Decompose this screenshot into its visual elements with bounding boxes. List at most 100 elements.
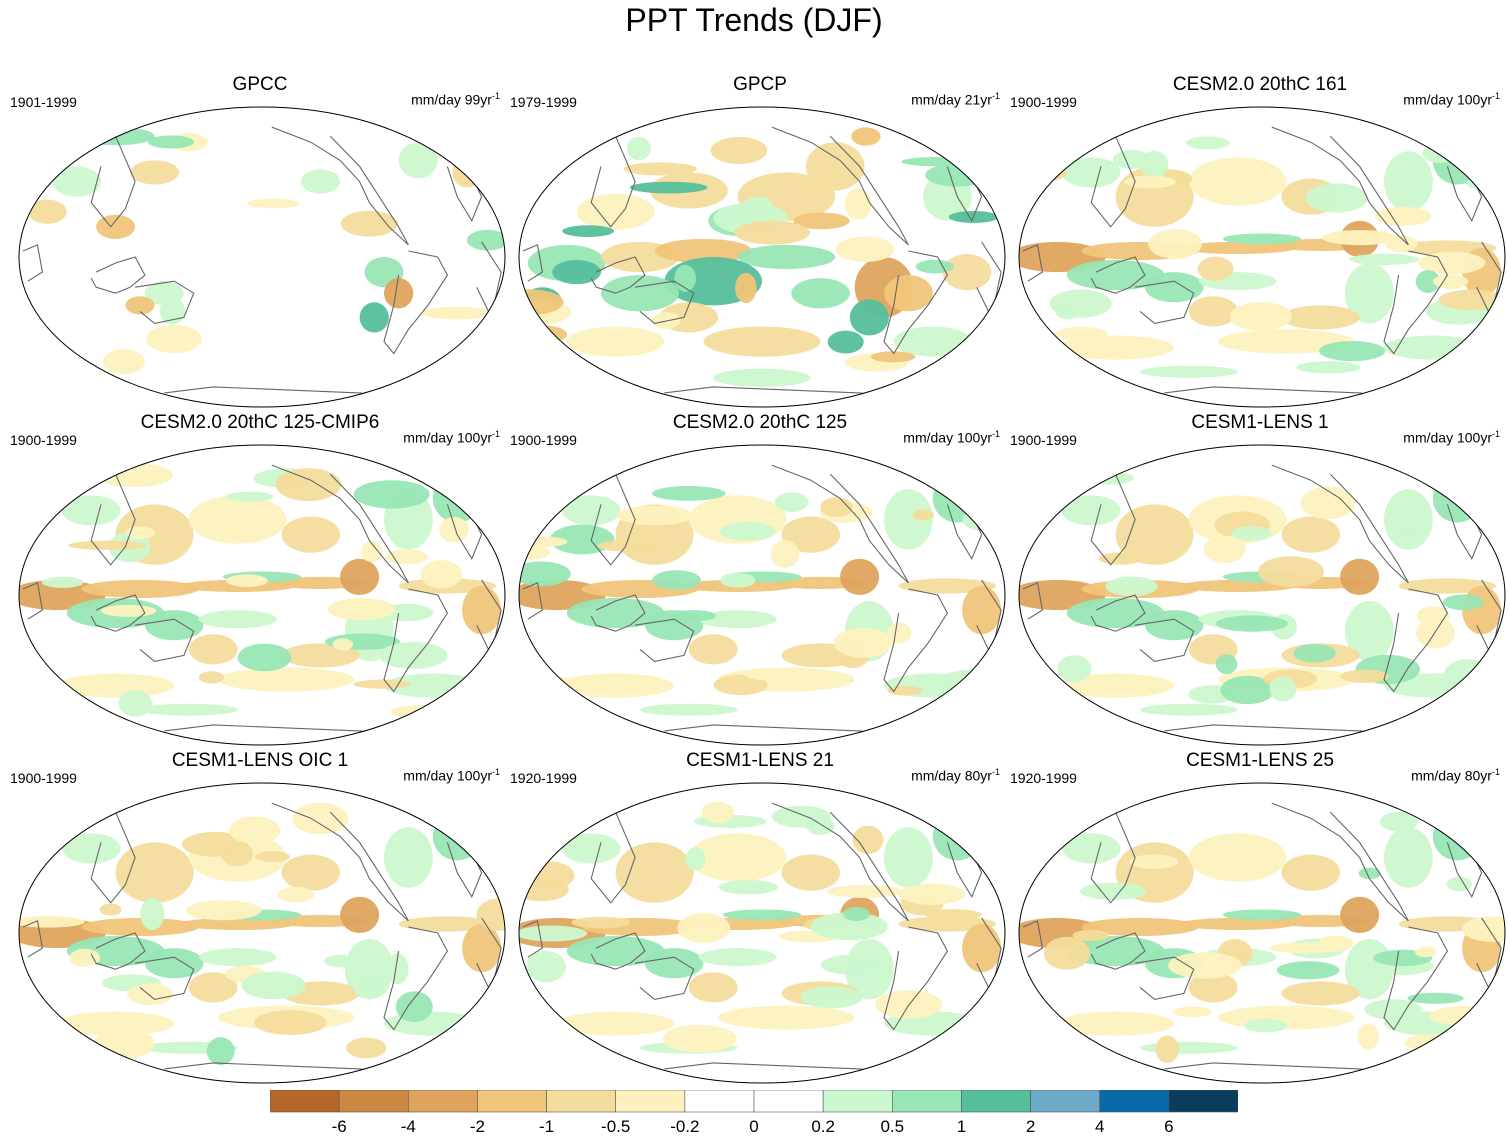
trend-region — [1296, 361, 1361, 374]
trend-region — [710, 136, 768, 164]
trend-region — [439, 516, 469, 543]
trend-region — [840, 558, 880, 595]
trend-region — [81, 917, 199, 937]
trend-region — [68, 540, 147, 551]
coastline — [771, 464, 909, 584]
trend-region — [198, 610, 277, 629]
colorbar-tick-label: 0.2 — [811, 1117, 835, 1136]
panel-title: CESM1-LENS 1 — [1191, 412, 1329, 433]
trend-region — [735, 272, 757, 304]
map-panel: GPCC 1901-1999 mm/day 99yr-1 — [10, 74, 510, 426]
trend-region — [52, 166, 101, 197]
trend-region — [1379, 811, 1418, 832]
coastline — [522, 920, 544, 958]
trend-region — [1179, 917, 1297, 930]
coastline — [635, 280, 695, 324]
map-panel: CESM2.0 20thC 161 1900-1999 mm/day 100yr-1 — [1010, 74, 1508, 426]
trend-region — [41, 576, 84, 588]
trend-region — [390, 704, 455, 720]
trend-region — [805, 142, 865, 191]
trend-region — [247, 198, 300, 209]
trend-region — [185, 900, 262, 921]
trend-region — [835, 236, 895, 263]
trend-region — [1229, 301, 1292, 331]
trend-region — [1321, 230, 1398, 246]
trend-region — [1140, 1041, 1238, 1054]
trend-region — [1462, 916, 1505, 942]
trend-region — [722, 909, 802, 921]
coastline — [90, 594, 146, 632]
trend-region — [1384, 335, 1482, 360]
coastline — [22, 582, 44, 620]
trend-region — [1407, 992, 1464, 1004]
trend-region — [102, 349, 145, 375]
trend-region — [1215, 654, 1238, 674]
trend-region — [698, 948, 777, 967]
coastline — [271, 464, 409, 584]
coastline — [883, 926, 949, 1031]
colorbar-tick-label: -1 — [539, 1117, 555, 1136]
trend-region — [718, 1005, 855, 1030]
coastline — [1383, 588, 1449, 693]
panel-title: GPCP — [733, 74, 787, 95]
trend-region — [1281, 981, 1360, 1006]
trend-region — [932, 812, 982, 861]
colorbar-swatch — [1168, 1090, 1238, 1113]
map-panel: CESM2.0 20thC 125 1900-1999 mm/day 100yr-1 — [510, 412, 1010, 764]
trend-region — [144, 948, 204, 979]
trend-region — [100, 604, 157, 617]
trend-region — [1140, 703, 1238, 716]
map-plot — [1018, 444, 1506, 746]
trend-region — [644, 948, 704, 979]
colorbar-swatch — [338, 1090, 409, 1113]
panel-period: 1901-1999 — [10, 94, 77, 110]
trend-region — [1019, 812, 1059, 843]
trend-region — [1231, 526, 1272, 541]
map-panel: CESM2.0 20thC 125-CMIP6 1900-1999 mm/day 1… — [10, 412, 510, 764]
trend-region — [561, 833, 621, 864]
trend-region — [1416, 617, 1455, 649]
panel-units: mm/day 80yr-1 — [1411, 767, 1500, 784]
coastline — [135, 618, 195, 662]
trend-region — [359, 302, 389, 333]
trend-region — [1438, 289, 1505, 311]
trend-region — [901, 157, 970, 167]
trend-region — [1357, 1023, 1380, 1050]
coastline — [1383, 250, 1449, 355]
trend-region — [1442, 594, 1484, 611]
trend-region — [526, 950, 566, 983]
trend-region — [827, 330, 864, 354]
trend-region — [1057, 1011, 1175, 1036]
coastline — [90, 135, 136, 228]
trend-region — [651, 486, 726, 501]
panel-title: CESM1-LENS 21 — [686, 750, 834, 771]
trend-region — [566, 936, 665, 967]
trend-region — [1140, 365, 1238, 378]
coastline — [590, 932, 646, 970]
trend-region — [566, 326, 665, 357]
coastline — [476, 917, 502, 996]
trend-region — [69, 948, 101, 967]
panel-title: CESM1-LENS 25 — [1186, 750, 1334, 771]
coastline — [90, 811, 136, 904]
trend-region — [942, 253, 992, 291]
trend-region — [519, 536, 568, 548]
trend-region — [462, 923, 502, 973]
coastline — [1022, 920, 1044, 958]
trend-region — [1105, 576, 1158, 597]
trend-region — [1418, 251, 1486, 275]
trend-region — [188, 495, 287, 544]
panel-units: mm/day 21yr-1 — [911, 91, 1000, 108]
trend-region — [654, 238, 753, 264]
trend-region — [458, 695, 479, 713]
trend-region — [629, 181, 708, 194]
coastline — [1022, 244, 1044, 282]
trend-region — [1384, 827, 1433, 888]
colorbar-swatch — [891, 1090, 962, 1113]
colorbar-tick-label: 0.5 — [880, 1117, 905, 1136]
trend-region — [1391, 523, 1423, 537]
trend-region — [1057, 655, 1092, 683]
trend-region — [1061, 833, 1121, 864]
trend-region — [600, 275, 680, 312]
trend-region — [791, 278, 850, 309]
